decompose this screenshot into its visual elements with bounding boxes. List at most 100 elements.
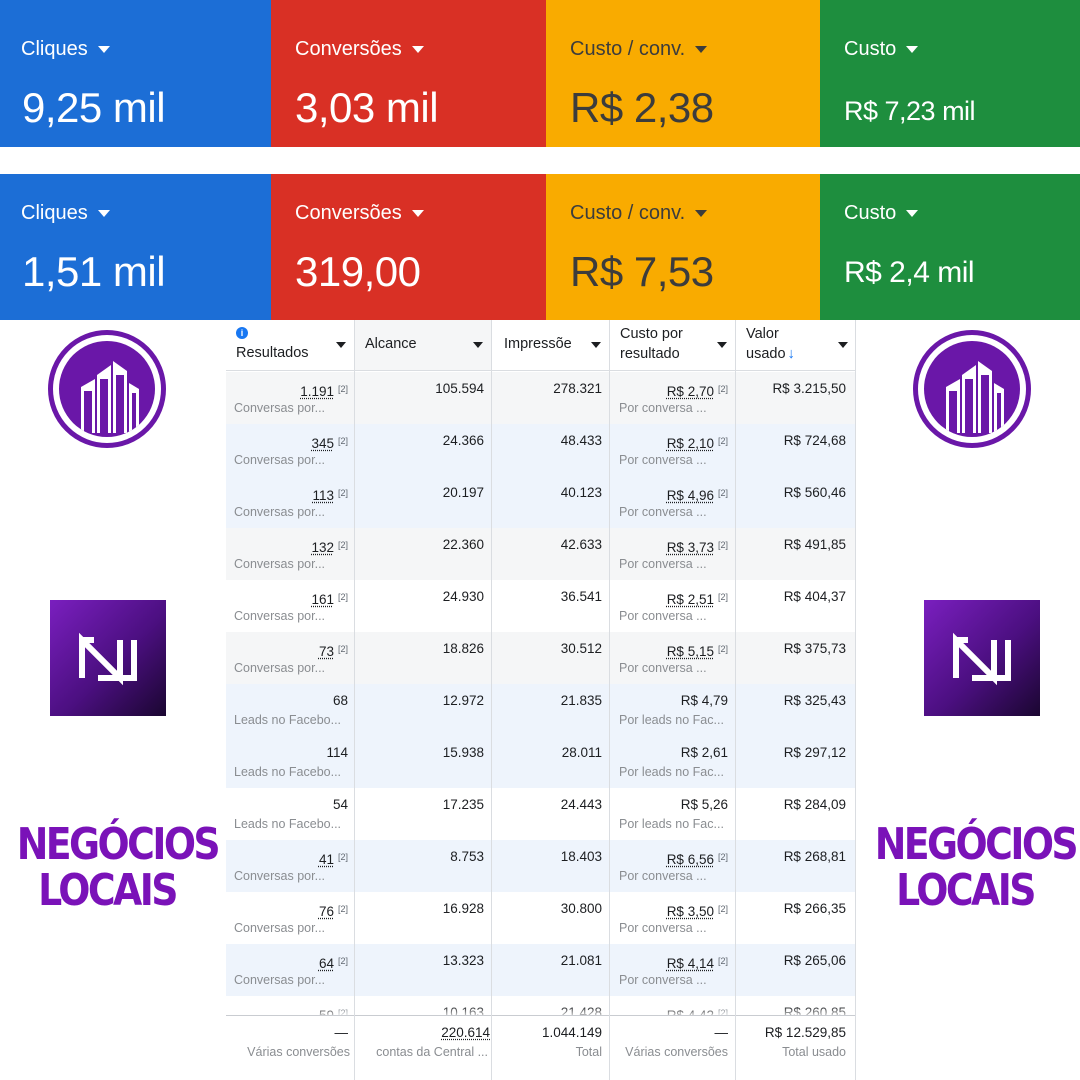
- caret-down-icon[interactable]: [411, 46, 424, 53]
- footnote-marker[interactable]: [2]: [717, 956, 728, 966]
- table-row[interactable]: 68 Leads no Facebo... 12.972 21.835 R$ 4,79 P…: [226, 684, 856, 736]
- cell-value-wrap: 1.191 [2]: [300, 380, 348, 401]
- cell-link[interactable]: 345: [311, 436, 334, 451]
- caret-down-icon[interactable]: [906, 210, 919, 217]
- cell-value: R$ 560,46: [783, 485, 846, 500]
- cell-value-wrap: 42.633: [561, 536, 602, 554]
- cell-impressoes: 48.433: [561, 432, 602, 450]
- cell-link[interactable]: R$ 2,70: [666, 384, 714, 399]
- col-header-impressoes[interactable]: Impressõe: [492, 320, 609, 371]
- table-row[interactable]: 1.191 [2] Conversas por... 105.594 278.321 R$…: [226, 372, 856, 424]
- table-row[interactable]: 64 [2] Conversas por... 13.323 21.081 R$ 4,14…: [226, 944, 856, 996]
- footnote-marker[interactable]: [2]: [337, 436, 348, 446]
- caret-down-icon[interactable]: [717, 342, 727, 348]
- footnote-marker[interactable]: [2]: [717, 852, 728, 862]
- kpi-label[interactable]: Custo: [844, 202, 919, 225]
- footnote-marker[interactable]: [2]: [337, 540, 348, 550]
- kpi-card-conversions[interactable]: Conversões 319,00: [271, 174, 546, 320]
- col-header-valor[interactable]: Valor usado ↓: [736, 320, 856, 371]
- footnote-marker[interactable]: [2]: [717, 644, 728, 654]
- kpi-card-cost[interactable]: Custo R$ 7,23 mil: [820, 0, 1080, 147]
- cell-link[interactable]: R$ 4,96: [666, 488, 714, 503]
- caret-down-icon[interactable]: [695, 210, 708, 217]
- table-row[interactable]: 345 [2] Conversas por... 24.366 48.433 R$ 2,1…: [226, 424, 856, 476]
- footnote-marker[interactable]: [2]: [337, 644, 348, 654]
- col-header-custo[interactable]: Custo por resultado: [610, 320, 735, 371]
- footnote-marker[interactable]: [2]: [337, 956, 348, 966]
- cell-link[interactable]: R$ 6,56: [666, 852, 714, 867]
- footnote-marker[interactable]: [2]: [717, 384, 728, 394]
- caret-down-icon[interactable]: [906, 46, 919, 53]
- table-row[interactable]: 114 Leads no Facebo... 15.938 28.011 R$ 2,61…: [226, 736, 856, 788]
- kpi-card-cost-per-conv[interactable]: Custo / conv. R$ 7,53: [546, 174, 820, 320]
- footnote-marker[interactable]: [2]: [717, 540, 728, 550]
- cell-value: R$ 266,35: [783, 901, 846, 916]
- caret-down-icon[interactable]: [695, 46, 708, 53]
- kpi-card-clicks[interactable]: Cliques 9,25 mil: [0, 0, 271, 147]
- total-sub: Várias conversões: [625, 1045, 728, 1059]
- cell-link[interactable]: 1.191: [300, 384, 334, 399]
- footnote-marker[interactable]: [2]: [717, 904, 728, 914]
- cell-value-wrap: R$ 2,70 [2]: [667, 380, 728, 401]
- cell-link[interactable]: 113: [312, 488, 334, 503]
- footnote-marker[interactable]: [2]: [717, 488, 728, 498]
- table-row[interactable]: 113 [2] Conversas por... 20.197 40.123 R$ 4,9…: [226, 476, 856, 528]
- table-row[interactable]: 76 [2] Conversas por... 16.928 30.800 R$ 3,50…: [226, 892, 856, 944]
- cell-value-wrap: 28.011: [562, 744, 602, 762]
- kpi-label-text: Custo / conv.: [570, 38, 686, 60]
- cell-value-wrap: 114: [326, 744, 348, 762]
- kpi-card-cost[interactable]: Custo R$ 2,4 mil: [820, 174, 1080, 320]
- cell-link[interactable]: 132: [311, 540, 334, 555]
- footnote-marker[interactable]: [2]: [717, 436, 728, 446]
- table-row[interactable]: 132 [2] Conversas por... 22.360 42.633 R$ 3,7…: [226, 528, 856, 580]
- sort-desc-icon[interactable]: ↓: [787, 346, 795, 362]
- footnote-marker[interactable]: [2]: [717, 592, 728, 602]
- kpi-label[interactable]: Custo / conv.: [570, 38, 708, 61]
- cell-link[interactable]: 161: [311, 592, 334, 607]
- caret-down-icon[interactable]: [336, 342, 346, 348]
- table-row[interactable]: 161 [2] Conversas por... 24.930 36.541 R$ 2,5…: [226, 580, 856, 632]
- table-row[interactable]: 54 Leads no Facebo... 17.235 24.443 R$ 5,26 P…: [226, 788, 856, 840]
- cell-subtext: Conversas por...: [234, 921, 326, 935]
- caret-down-icon[interactable]: [473, 342, 483, 348]
- col-header-alcance[interactable]: Alcance: [355, 320, 491, 371]
- footnote-marker[interactable]: [2]: [337, 904, 348, 914]
- caret-down-icon[interactable]: [838, 342, 848, 348]
- caret-down-icon[interactable]: [411, 210, 424, 217]
- total-value-link[interactable]: 220.614: [441, 1025, 490, 1040]
- cell-valor: R$ 491,85: [784, 536, 846, 554]
- col-header-resultados[interactable]: i Resultados: [226, 320, 354, 371]
- cell-value-wrap: 30.512: [561, 640, 602, 658]
- cell-link[interactable]: R$ 2,10: [666, 436, 714, 451]
- footnote-marker[interactable]: [2]: [337, 384, 348, 394]
- cell-link[interactable]: R$ 4,14: [666, 956, 714, 971]
- kpi-label[interactable]: Cliques: [21, 202, 110, 225]
- footnote-marker[interactable]: [2]: [337, 852, 348, 862]
- info-icon[interactable]: i: [236, 327, 248, 339]
- caret-down-icon[interactable]: [97, 210, 110, 217]
- kpi-label[interactable]: Custo / conv.: [570, 202, 708, 225]
- cell-link[interactable]: 64: [318, 956, 334, 971]
- kpi-card-cost-per-conv[interactable]: Custo / conv. R$ 2,38: [546, 0, 820, 147]
- kpi-label[interactable]: Conversões: [295, 202, 424, 225]
- kpi-label[interactable]: Cliques: [21, 38, 110, 61]
- caret-down-icon[interactable]: [591, 342, 601, 348]
- kpi-label[interactable]: Conversões: [295, 38, 424, 61]
- cell-link[interactable]: R$ 5,15: [666, 644, 714, 659]
- cell-link[interactable]: 76: [318, 904, 334, 919]
- kpi-label[interactable]: Custo: [844, 38, 919, 61]
- footnote-marker[interactable]: [2]: [337, 592, 348, 602]
- table-row[interactable]: 73 [2] Conversas por... 18.826 30.512 R$ 5,15…: [226, 632, 856, 684]
- cell-link[interactable]: 41: [318, 852, 334, 867]
- cell-link[interactable]: R$ 3,50: [666, 904, 714, 919]
- cell-link[interactable]: R$ 2,51: [666, 592, 714, 607]
- kpi-card-clicks[interactable]: Cliques 1,51 mil: [0, 174, 271, 320]
- caret-down-icon[interactable]: [97, 46, 110, 53]
- brand-name-line2: LOCAIS: [896, 865, 1036, 916]
- cell-link[interactable]: 73: [318, 644, 334, 659]
- cell-value: 18.826: [442, 641, 484, 656]
- cell-link[interactable]: R$ 3,73: [666, 540, 714, 555]
- kpi-card-conversions[interactable]: Conversões 3,03 mil: [271, 0, 546, 147]
- footnote-marker[interactable]: [2]: [337, 488, 348, 498]
- table-row[interactable]: 41 [2] Conversas por... 8.753 18.403 R$ 6,56[…: [226, 840, 856, 892]
